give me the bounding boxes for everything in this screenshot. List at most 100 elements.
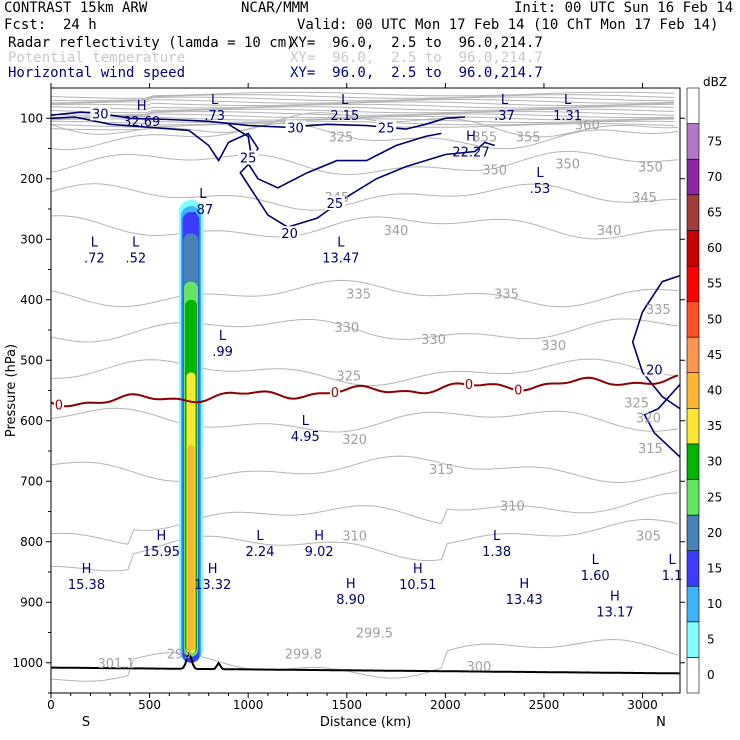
colorbar-label: 35: [707, 419, 722, 433]
extremum-value: .53: [530, 182, 551, 197]
theta-label: 330: [421, 333, 446, 348]
extremum-type: L: [132, 235, 140, 250]
x-tick-label: 2000: [430, 698, 461, 712]
extrema-labels: H32.69L.73L2.15L.37L1.31H22.27L.87L.53L.…: [68, 93, 683, 620]
theta-label: 305: [636, 530, 661, 545]
freezing-label-bg: [53, 399, 64, 411]
theta-label: 355: [472, 130, 497, 145]
plot-frame: [50, 87, 681, 694]
extremum-value: .72: [84, 251, 105, 266]
theta-label: 335: [646, 303, 671, 318]
extremum-value: 32.69: [123, 115, 160, 130]
extremum-type: L: [592, 553, 600, 568]
theta-label: 320: [342, 433, 367, 448]
theta-label: 310: [342, 530, 367, 545]
extremum-value: 1.38: [482, 545, 511, 560]
extremum-type: H: [314, 529, 324, 544]
extremum-value: .99: [212, 345, 233, 360]
extremum-value: 2.24: [246, 545, 275, 560]
wind-label-bg: [90, 106, 111, 121]
extremum-type: L: [91, 235, 99, 250]
colorbar-label: 15: [707, 561, 722, 575]
wind-label-bg: [644, 362, 665, 377]
extremum-value: 1.1: [662, 569, 683, 584]
wind-label: 25: [240, 152, 257, 167]
y-tick-label: 1000: [12, 656, 43, 670]
theta-contour: [51, 279, 679, 308]
wind-label-bg: [238, 150, 259, 165]
wind-label: 30: [287, 121, 304, 136]
colorbar: 0 5 10 15 20 25 30 35 40 45 50 55 60 65 70 75 dBZ: [686, 75, 727, 694]
colorbar-swatch: [686, 87, 700, 124]
colorbar-label: 60: [707, 241, 722, 255]
forecast-label: Fcst:: [4, 17, 47, 33]
freezing-level: 0 0 0 0: [51, 374, 679, 413]
extremum-value: 15.95: [143, 545, 180, 560]
reflectivity-column: [178, 199, 203, 663]
extremum-type: L: [256, 529, 264, 544]
theta-label: 325: [624, 397, 649, 412]
theta-label: 345: [632, 191, 657, 206]
colorbar-label: 30: [707, 455, 722, 469]
colorbar-swatch: [686, 443, 700, 480]
field-xy-reflectivity: XY= 96.0, 2.5 to 96.0,214.7: [290, 35, 543, 51]
colorbar-swatch: [686, 372, 700, 409]
south-label: S: [82, 715, 90, 730]
extremum-value: 8.90: [336, 593, 365, 608]
extremum-type: H: [413, 562, 423, 577]
colorbar-swatch: [686, 336, 700, 374]
theta-label: 335: [494, 288, 519, 303]
x-tick-label: 3000: [627, 698, 658, 712]
field-name-theta: Potential temperature: [8, 50, 186, 66]
north-label: N: [656, 715, 666, 730]
extremum-type: L: [341, 93, 349, 108]
colorbar-swatch: [686, 158, 700, 196]
wind-contour: [631, 274, 680, 410]
extremum-type: H: [519, 577, 529, 592]
extremum-value: 2.15: [330, 109, 359, 124]
freezing-level-label: 0: [55, 398, 63, 413]
extremum-type: H: [610, 589, 620, 604]
theta-contour: [51, 122, 679, 151]
extremum-value: 13.47: [322, 251, 359, 266]
colorbar-label: 0: [707, 668, 715, 682]
y-tick-label: 600: [20, 414, 43, 428]
freezing-label-bg: [513, 384, 524, 396]
colorbar-swatch: [686, 123, 700, 160]
wind-label: 20: [281, 227, 298, 242]
y-tick-label: 300: [20, 232, 43, 246]
theta-contour-upper: [51, 91, 675, 99]
extremum-value: 13.43: [506, 593, 543, 608]
y-tick-label: 400: [20, 293, 43, 307]
colorbar-swatch: [686, 301, 700, 338]
extremum-value: 4.95: [291, 430, 320, 445]
extremum-type: L: [211, 93, 219, 108]
theta-label: 360: [575, 118, 600, 133]
freezing-level-label: 0: [465, 378, 473, 393]
theta-label: 350: [482, 164, 507, 179]
org-label: NCAR/MMM: [241, 0, 309, 16]
wind-contour: [643, 383, 680, 458]
extremum-type: H: [82, 562, 92, 577]
wind-label: 30: [92, 107, 109, 122]
theta-label: 301.1: [97, 657, 134, 672]
extremum-type: H: [157, 529, 167, 544]
contour-labels: 3603553553253503503503453453403403353353…: [90, 106, 671, 675]
valid-time: Valid: 00 UTC Mon 17 Feb 14 (10 ChT Mon …: [297, 17, 719, 33]
colorbar-label: 45: [707, 348, 722, 362]
x-tick-label: 1000: [233, 698, 264, 712]
theta-contours: [51, 91, 679, 682]
extremum-type: L: [536, 166, 544, 181]
freezing-label-bg: [329, 386, 340, 398]
theta-label: 350: [555, 158, 580, 173]
extremum-type: L: [219, 329, 227, 344]
theta-contour: [51, 150, 679, 176]
theta-label: 335: [346, 288, 371, 303]
extremum-type: H: [137, 99, 147, 114]
theta-label: 299.5: [356, 627, 393, 642]
colorbar-label: 50: [707, 312, 722, 326]
colorbar-label: 20: [707, 526, 722, 540]
y-tick-label: 200: [20, 172, 43, 186]
x-tick-label: 1500: [331, 698, 362, 712]
theta-contour-upper: [51, 101, 675, 106]
